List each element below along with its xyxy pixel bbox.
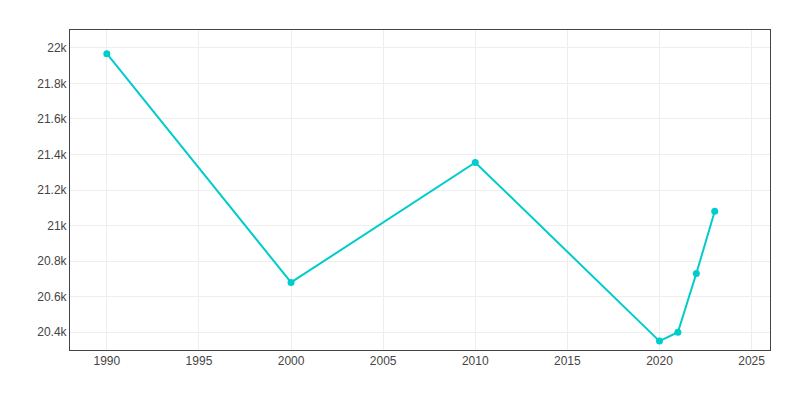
svg-text:2010: 2010: [462, 354, 489, 368]
svg-text:2000: 2000: [278, 354, 305, 368]
svg-text:2020: 2020: [646, 354, 673, 368]
svg-text:21.2k: 21.2k: [37, 183, 67, 197]
svg-text:20.6k: 20.6k: [37, 290, 67, 304]
svg-text:21.6k: 21.6k: [37, 112, 67, 126]
svg-text:21.4k: 21.4k: [37, 148, 67, 162]
svg-text:1995: 1995: [186, 354, 213, 368]
svg-text:2015: 2015: [554, 354, 581, 368]
svg-text:2005: 2005: [370, 354, 397, 368]
svg-text:21.8k: 21.8k: [37, 77, 67, 91]
svg-text:21k: 21k: [47, 219, 67, 233]
svg-text:20.4k: 20.4k: [37, 325, 67, 339]
svg-text:1990: 1990: [93, 354, 120, 368]
svg-text:2025: 2025: [738, 354, 765, 368]
svg-text:22k: 22k: [47, 41, 67, 55]
svg-text:20.8k: 20.8k: [37, 254, 67, 268]
